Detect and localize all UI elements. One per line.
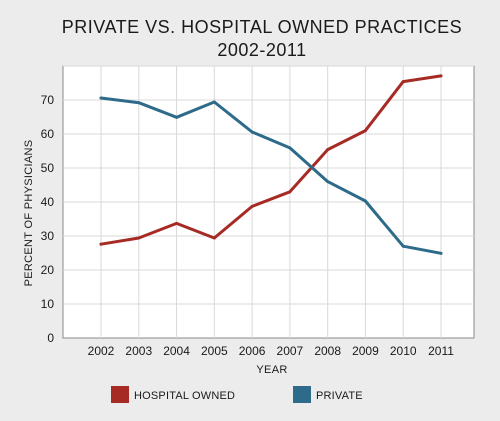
x-tick-label: 2010 <box>390 344 417 358</box>
y-axis-ticks: 0 10 20 30 40 50 60 70 <box>41 93 55 345</box>
data-point-hospital-owned <box>401 80 405 84</box>
y-axis-label: PERCENT OF PHYSICIANS <box>23 140 35 287</box>
y-tick-label: 60 <box>41 127 55 141</box>
data-point-hospital-owned <box>175 221 179 225</box>
data-point-private <box>288 146 292 150</box>
x-tick-label: 2004 <box>163 344 190 358</box>
x-axis-ticks: 2002 2003 2004 2005 2006 2007 2008 2009 2010 2011 <box>88 344 455 358</box>
data-point-private <box>401 244 405 248</box>
x-tick-label: 2007 <box>277 344 304 358</box>
legend-label: HOSPITAL OWNED <box>134 390 235 402</box>
x-tick-label: 2003 <box>125 344 152 358</box>
data-point-private <box>363 199 367 203</box>
x-tick-label: 2002 <box>88 344 115 358</box>
data-point-hospital-owned <box>137 236 141 240</box>
data-point-private <box>212 100 216 104</box>
y-tick-label: 20 <box>41 263 55 277</box>
data-point-private <box>250 130 254 134</box>
data-point-hospital-owned <box>212 236 216 240</box>
x-tick-label: 2008 <box>314 344 341 358</box>
data-points <box>99 74 443 255</box>
legend-swatch <box>293 386 311 403</box>
series-lines <box>99 74 443 255</box>
legend: HOSPITAL OWNED PRIVATE <box>111 386 363 403</box>
x-tick-label: 2006 <box>239 344 266 358</box>
x-tick-label: 2011 <box>428 344 454 358</box>
data-point-hospital-owned <box>439 74 443 78</box>
y-tick-label: 40 <box>41 195 55 209</box>
chart-title: PRIVATE VS. HOSPITAL OWNED PRACTICES <box>62 17 462 37</box>
y-tick-label: 70 <box>41 93 55 107</box>
series-line-hospital-owned <box>99 74 443 246</box>
y-tick-label: 0 <box>47 331 54 345</box>
x-tick-label: 2005 <box>201 344 228 358</box>
y-tick-label: 10 <box>41 297 55 311</box>
data-point-hospital-owned <box>326 148 330 152</box>
data-point-private <box>99 96 103 100</box>
series-line-private <box>99 96 443 255</box>
data-point-hospital-owned <box>99 242 103 246</box>
x-tick-label: 2009 <box>352 344 379 358</box>
data-point-private <box>439 251 443 255</box>
legend-swatch <box>111 386 129 403</box>
x-axis-label: YEAR <box>256 364 287 376</box>
data-point-private <box>326 180 330 184</box>
data-point-hospital-owned <box>288 190 292 194</box>
data-point-private <box>137 101 141 105</box>
legend-label: PRIVATE <box>316 390 363 402</box>
data-point-hospital-owned <box>363 129 367 133</box>
y-tick-label: 50 <box>41 161 55 175</box>
y-tick-label: 30 <box>41 229 55 243</box>
data-point-hospital-owned <box>250 204 254 208</box>
chart-subtitle: 2002-2011 <box>217 40 306 60</box>
data-point-private <box>175 115 179 119</box>
